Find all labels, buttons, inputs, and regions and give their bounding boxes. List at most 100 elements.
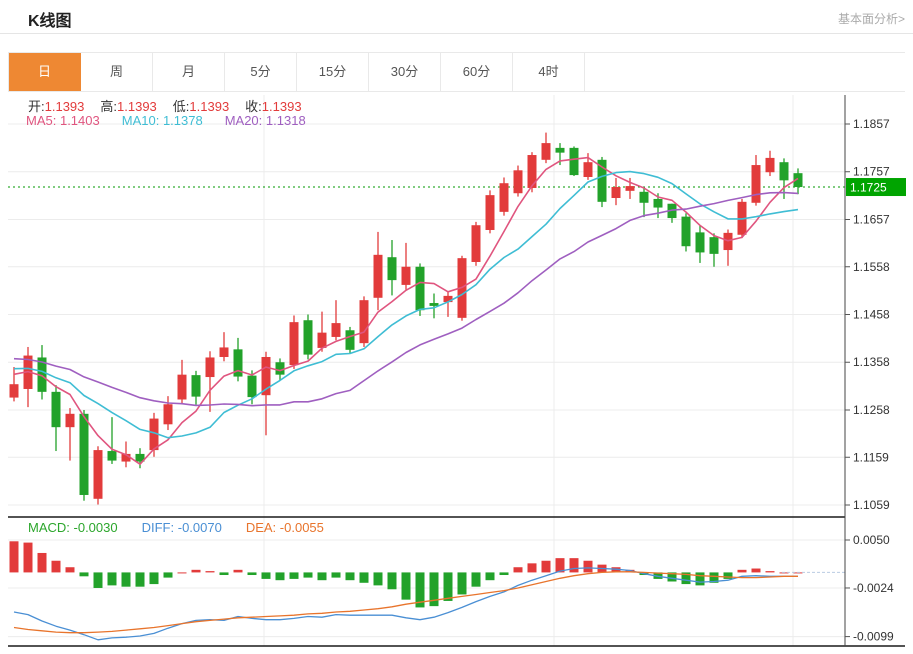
axis-tick-label: -0.0099 [853, 630, 894, 644]
candle-body [499, 183, 509, 212]
macd-bar [303, 572, 313, 578]
macd-bar [247, 572, 257, 576]
fundamental-analysis-link[interactable]: 基本面分析> [837, 12, 905, 26]
interval-tab-bar: 日周月 5分 15分 30分 60分 4时 [8, 52, 905, 92]
candle-body [639, 191, 649, 203]
macd-bar [737, 569, 747, 573]
candle-body [9, 384, 19, 398]
dea-line [13, 571, 798, 634]
candle-body [177, 374, 187, 400]
macd-bar [359, 572, 369, 583]
close-value: 1.1393 [261, 99, 302, 114]
macd-bar [569, 558, 579, 573]
high-value: 1.1393 [117, 99, 157, 114]
candle-body [653, 198, 663, 208]
candle-body [275, 362, 285, 375]
candle-body [121, 453, 131, 462]
macd-bar [723, 572, 733, 579]
ma10-line [13, 170, 799, 439]
macd-bar [261, 572, 271, 579]
macd-bar [765, 571, 775, 573]
candle-body [625, 186, 635, 191]
last-price-badge-label: 1.1725 [850, 181, 887, 195]
diff-line [13, 567, 798, 641]
candle-body [93, 450, 103, 499]
macd-bar [499, 572, 509, 576]
axis-tick-label: 0.0050 [853, 533, 890, 547]
candle-body [695, 232, 705, 253]
candle-body [219, 347, 229, 357]
tab-周[interactable]: 周 [81, 53, 153, 91]
candle-body [527, 155, 537, 188]
axis-tick-label: 1.1159 [853, 450, 889, 464]
macd-bar [149, 572, 159, 585]
macd-bar [443, 572, 453, 601]
open-label: 开: [28, 99, 45, 114]
macd-bar [121, 572, 131, 587]
tab-60分[interactable]: 60分 [441, 53, 513, 91]
candle-body [387, 257, 397, 281]
candle-body [233, 349, 243, 377]
ma5-line [13, 156, 799, 466]
candle-body [779, 162, 789, 181]
macd-bar [527, 563, 537, 573]
macd-bar [583, 560, 593, 573]
macd-bar [331, 572, 341, 578]
tab-4时[interactable]: 4时 [513, 53, 585, 91]
candle-body [107, 451, 117, 461]
candle-body [793, 173, 803, 188]
macd-bar [317, 572, 327, 581]
axis-tick-label: 1.1558 [853, 260, 890, 274]
macd-bar [401, 572, 411, 600]
candle-body [65, 413, 75, 428]
candle-body [569, 147, 579, 176]
tab-5分[interactable]: 5分 [225, 53, 297, 91]
axis-tick-label: 1.1258 [853, 403, 890, 417]
candle-body [205, 357, 215, 378]
macd-bar [709, 572, 719, 583]
macd-bar [485, 572, 495, 581]
macd-bar [695, 572, 705, 586]
macd-bar [541, 560, 551, 573]
candle-body [513, 170, 523, 194]
macd-bar [107, 572, 117, 586]
candle-body [303, 320, 313, 355]
candle-body [345, 330, 355, 350]
tab-15分[interactable]: 15分 [297, 53, 369, 91]
low-value: 1.1393 [189, 99, 230, 114]
macd-bar [9, 541, 19, 573]
macd-bar [415, 572, 425, 608]
candle-body [597, 159, 607, 202]
macd-bar [37, 552, 47, 573]
candle-body [37, 357, 47, 392]
dea-value-legend: DEA: -0.0055 [245, 520, 324, 535]
macd-bar [751, 568, 761, 573]
candle-body [485, 195, 495, 230]
macd-bar [135, 572, 145, 587]
macd-bar [23, 542, 33, 573]
tab-月[interactable]: 月 [153, 53, 225, 91]
candle-body [247, 375, 257, 398]
macd-bar [457, 572, 467, 595]
candle-body [415, 266, 425, 311]
ma5-legend: MA5: 1.1403 [26, 113, 100, 128]
tab-30分[interactable]: 30分 [369, 53, 441, 91]
axis-tick-label: 1.1757 [853, 165, 890, 179]
candle-body [681, 216, 691, 247]
macd-bar [219, 572, 229, 576]
candle-body [79, 413, 89, 495]
candle-body [261, 356, 271, 396]
candle-body [373, 254, 383, 298]
macd-bar [681, 572, 691, 585]
candle-body [135, 453, 145, 462]
candle-body [429, 303, 439, 306]
candle-body [611, 187, 621, 199]
macd-bar [513, 567, 523, 573]
tab-日[interactable]: 日 [9, 53, 81, 91]
macd-value-legend: MACD: -0.0030 [28, 520, 118, 535]
macd-bar [191, 569, 201, 573]
candle-body [359, 300, 369, 344]
axis-tick-label: 1.1358 [853, 355, 890, 369]
ma10-legend: MA10: 1.1378 [121, 113, 203, 128]
